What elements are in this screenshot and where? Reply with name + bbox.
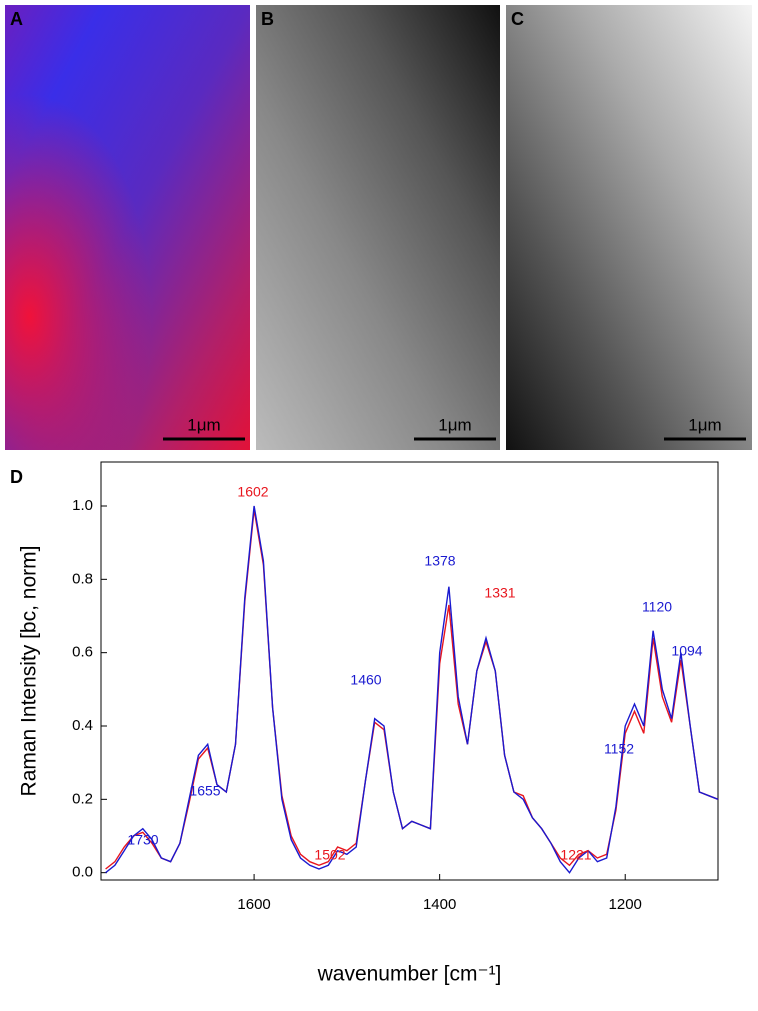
- peak-label: 1730: [127, 832, 158, 848]
- x-tick-label: 1200: [609, 896, 642, 913]
- y-tick-label: 0.0: [72, 864, 93, 881]
- y-tick-label: 0.8: [72, 570, 93, 587]
- scale-bar-label: 1μm: [688, 415, 721, 434]
- image: [256, 5, 500, 450]
- panel-label: C: [511, 9, 524, 29]
- scale-bar-label: 1μm: [438, 415, 471, 434]
- x-axis-title: wavenumber [cm⁻¹]: [317, 963, 502, 986]
- peak-label: 1094: [671, 643, 702, 659]
- panel-b: [256, 5, 500, 450]
- spectrum-line: [105, 505, 719, 874]
- y-axis-title: Raman Intensity [bc, norm]: [18, 546, 41, 797]
- y-tick-label: 0.4: [72, 717, 93, 734]
- y-tick-label: 1.0: [72, 497, 93, 514]
- image-overlay: [5, 5, 250, 450]
- panel-c: [506, 5, 752, 450]
- scale-bar-label: 1μm: [187, 415, 220, 434]
- panel-label: A: [10, 9, 23, 29]
- peak-label: 1221: [560, 847, 591, 863]
- spectrum-line: [105, 509, 719, 870]
- peak-label: 1331: [484, 585, 515, 601]
- x-tick-label: 1400: [423, 896, 456, 913]
- y-tick-label: 0.6: [72, 644, 93, 661]
- peak-label: 1152: [604, 741, 634, 757]
- panel-label: D: [10, 467, 23, 487]
- plot-frame: [100, 461, 719, 881]
- peak-label: 1120: [642, 599, 672, 615]
- x-tick-label: 1600: [237, 896, 270, 913]
- panel-a: [5, 5, 250, 450]
- peak-label: 1502: [314, 847, 345, 863]
- panel-label: B: [261, 9, 274, 29]
- peak-label: 1378: [424, 553, 455, 569]
- y-tick-label: 0.2: [72, 790, 93, 807]
- peak-label: 1460: [350, 672, 381, 688]
- peak-label: 1655: [189, 783, 220, 799]
- image: [506, 5, 752, 450]
- peak-label: 1602: [237, 484, 268, 500]
